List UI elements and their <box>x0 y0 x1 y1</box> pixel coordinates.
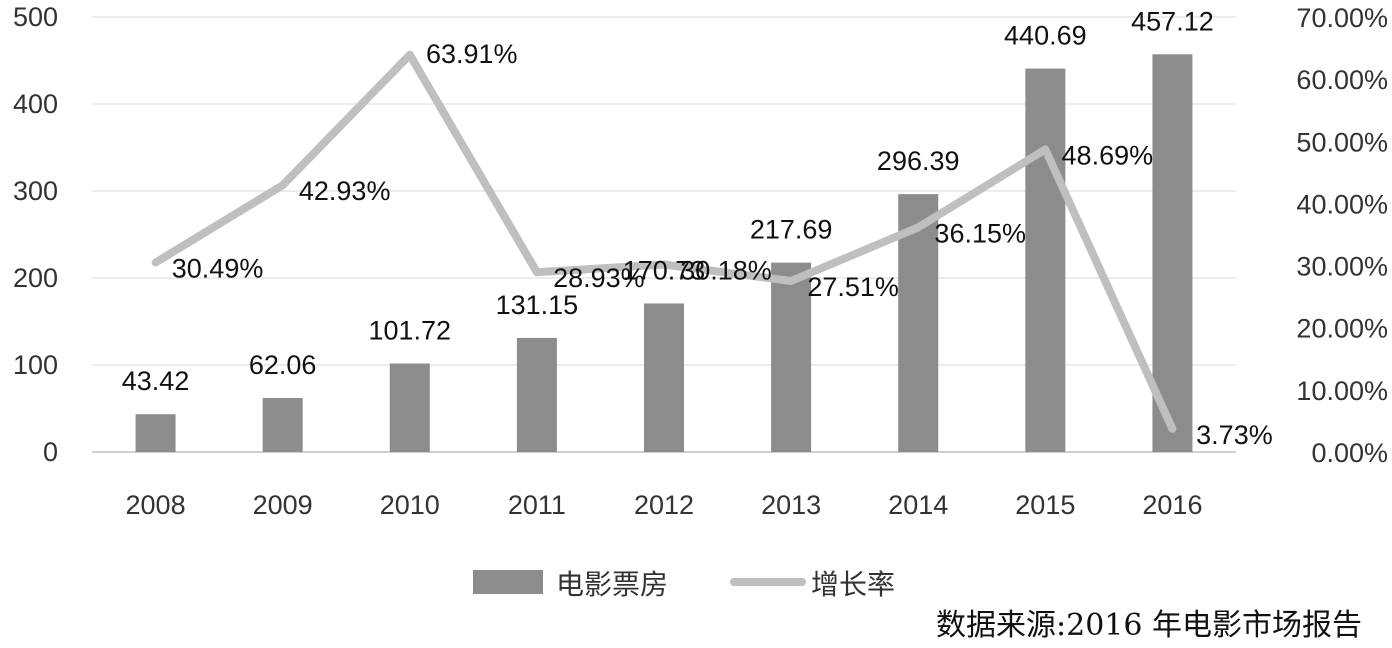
growth-value-labels: 30.49% 42.93% 63.91% 28.93% 30.18% 27.51% 36.1… <box>172 39 1273 450</box>
left-tick-label: 100 <box>13 350 58 380</box>
bar-2010 <box>389 363 430 452</box>
right-tick-label: 30.00% <box>1296 252 1388 282</box>
x-tick-label: 2009 <box>253 490 313 520</box>
left-tick-label: 200 <box>13 263 58 293</box>
legend: 电影票房 增长率 <box>473 568 895 601</box>
growth-value-label: 48.69% <box>1062 140 1154 170</box>
x-tick-label: 2013 <box>761 490 821 520</box>
right-axis-ticks: 0.00% 10.00% 20.00% 30.00% 40.00% 50.00% 60.00… <box>1296 3 1388 468</box>
legend-line-label: 增长率 <box>811 568 895 601</box>
bar-value-label: 131.15 <box>496 290 579 320</box>
x-tick-label: 2011 <box>508 490 566 520</box>
right-tick-label: 10.00% <box>1296 376 1388 406</box>
bar-value-label: 457.12 <box>1131 6 1214 36</box>
bar-2008 <box>135 414 176 452</box>
bar-2012 <box>644 303 684 452</box>
bar-value-label: 217.69 <box>750 215 833 245</box>
growth-value-label: 36.15% <box>934 218 1026 248</box>
left-axis-ticks: 0 100 200 300 400 500 <box>13 2 58 467</box>
growth-value-label: 3.73% <box>1196 420 1273 450</box>
x-tick-label: 2016 <box>1142 490 1202 520</box>
x-tick-label: 2010 <box>380 490 440 520</box>
bar-value-label: 440.69 <box>1004 21 1087 51</box>
left-tick-label: 0 <box>43 437 58 467</box>
source-note: 数据来源:2016 年电影市场报告 <box>936 608 1362 643</box>
bar-2011 <box>516 337 557 452</box>
growth-value-label: 27.51% <box>807 272 899 302</box>
right-tick-label: 70.00% <box>1296 3 1388 33</box>
growth-value-label: 30.49% <box>172 254 264 284</box>
growth-value-label: 30.18% <box>680 255 772 285</box>
x-tick-label: 2012 <box>634 490 694 520</box>
bar-2016 <box>1152 54 1193 452</box>
right-tick-label: 60.00% <box>1296 65 1388 95</box>
box-office-bars <box>135 54 1193 453</box>
bar-value-label: 62.06 <box>249 350 317 380</box>
right-tick-label: 50.00% <box>1296 127 1388 157</box>
bar-2013 <box>771 262 812 452</box>
legend-bar-label: 电影票房 <box>556 568 668 601</box>
growth-rate-line <box>151 50 1177 433</box>
bar-value-labels: 43.42 62.06 101.72 131.15 170.73 217.69 296.39… <box>122 6 1214 396</box>
growth-value-label: 42.93% <box>299 176 391 206</box>
growth-value-label: 63.91% <box>426 39 518 69</box>
bar-value-label: 170.73 <box>623 255 706 285</box>
x-tick-label: 2014 <box>888 490 948 520</box>
right-tick-label: 40.00% <box>1296 189 1388 219</box>
left-tick-label: 500 <box>13 2 58 32</box>
bar-value-label: 43.42 <box>122 366 190 396</box>
x-tick-label: 2015 <box>1015 490 1075 520</box>
left-tick-label: 400 <box>13 89 58 119</box>
bar-2009 <box>262 398 303 452</box>
left-tick-label: 300 <box>13 176 58 206</box>
bar-value-label: 296.39 <box>877 146 960 176</box>
x-axis-ticks: 2008 2009 2010 2011 2012 2013 2014 2015 2016 <box>126 490 1203 520</box>
bar-2015 <box>1025 68 1066 452</box>
right-tick-label: 0.00% <box>1311 438 1388 468</box>
legend-bar-swatch <box>473 570 543 594</box>
bar-value-label: 101.72 <box>368 316 451 346</box>
right-tick-label: 20.00% <box>1296 314 1388 344</box>
growth-value-label: 28.93% <box>553 263 645 293</box>
x-tick-label: 2008 <box>126 490 186 520</box>
